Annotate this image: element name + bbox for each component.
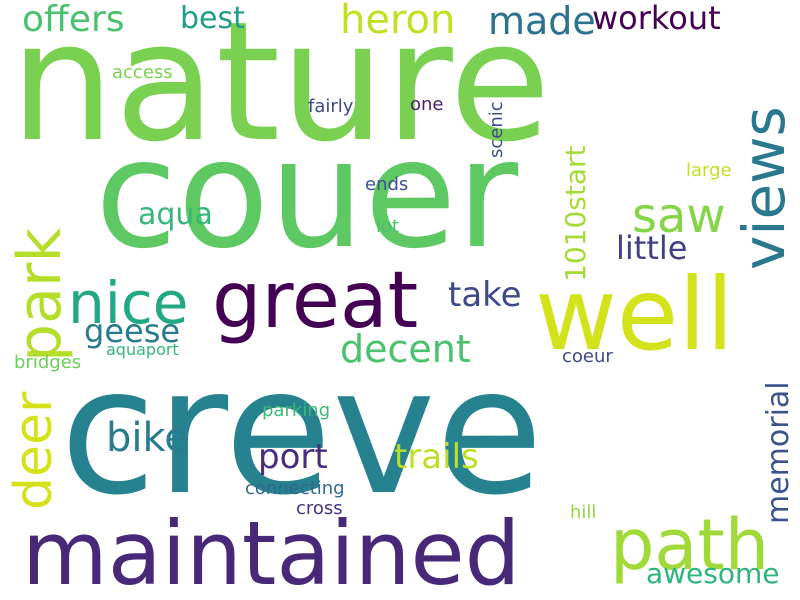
word-take: take <box>448 275 522 315</box>
word-path: path <box>610 504 770 586</box>
word-maintained: maintained <box>22 502 521 600</box>
word-large: large <box>686 160 732 181</box>
word-geese: geese <box>84 312 181 350</box>
word-creve: creve <box>60 331 544 534</box>
word-little: little <box>616 229 688 267</box>
word-cross: cross <box>296 498 343 519</box>
word-coeur: coeur <box>562 346 613 367</box>
word-lot: lot <box>376 216 400 237</box>
word-park: park <box>5 227 75 362</box>
word-nature: nature <box>10 0 551 178</box>
word-decent: decent <box>340 327 471 371</box>
word-deer: deer <box>4 391 64 510</box>
word-1010start: 1010start <box>559 145 592 282</box>
word-bike: bike <box>106 415 189 461</box>
word-trails: trails <box>394 437 479 477</box>
word-couer: couer <box>95 108 519 282</box>
word-ends: ends <box>365 174 409 195</box>
word-aquaport: aquaport <box>106 340 179 359</box>
word-parking: parking <box>262 400 331 421</box>
word-best: best <box>180 1 245 36</box>
word-well: well <box>535 256 734 373</box>
word-views: views <box>730 106 798 270</box>
word-fairly: fairly <box>308 96 354 117</box>
word-great: great <box>212 256 419 346</box>
word-connecting: connecting <box>245 478 345 499</box>
word-memorial: memorial <box>761 381 796 524</box>
word-awesome: awesome <box>646 557 780 590</box>
word-saw: saw <box>632 188 726 244</box>
word-one: one <box>410 94 444 115</box>
word-heron: heron <box>340 0 456 43</box>
word-port: port <box>258 437 328 477</box>
word-workout: workout <box>592 0 721 37</box>
word-scenic: scenic <box>486 101 507 158</box>
word-bridges: bridges <box>14 352 82 373</box>
word-access: access <box>112 62 173 83</box>
word-nice: nice <box>68 269 189 337</box>
word-hill: hill <box>570 502 597 523</box>
word-aqua: aqua <box>138 197 213 232</box>
word-made: made <box>488 0 596 43</box>
word-offers: offers <box>22 0 125 40</box>
